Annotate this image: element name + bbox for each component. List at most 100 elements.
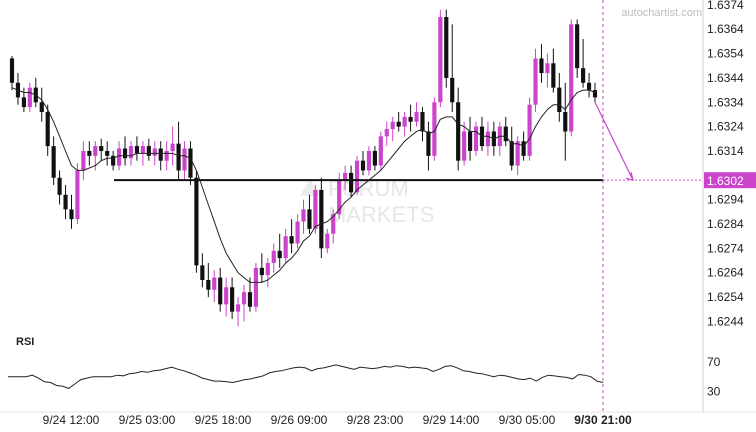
candle-body: [253, 267, 258, 307]
candle-body: [343, 172, 348, 181]
candle-body: [378, 136, 383, 166]
rsi-line: [8, 364, 604, 389]
price-tag-label: 1.6302: [707, 174, 744, 188]
candle-body: [134, 146, 140, 154]
candle-body: [307, 209, 312, 229]
candle-body: [551, 63, 556, 88]
candle-body: [27, 87, 32, 108]
candle-body: [182, 148, 187, 171]
x-tick-label: 9/25 18:00: [195, 413, 252, 427]
candle-body: [539, 58, 544, 74]
x-tick-label: 9/24 12:00: [43, 413, 100, 427]
x-tick-label: 9/28 23:00: [347, 413, 404, 427]
candle-body: [45, 112, 50, 147]
overlays-layer: [11, 0, 703, 412]
candle-body: [188, 148, 193, 178]
candles-layer: [9, 9, 598, 327]
candle-body: [563, 112, 568, 132]
candle-body: [51, 146, 56, 178]
candle-body: [586, 82, 592, 91]
candle-body: [277, 250, 282, 259]
y-tick-label: 1.6344: [707, 71, 744, 85]
candle-body: [235, 304, 241, 312]
candle-body: [337, 180, 342, 215]
candle-body: [325, 233, 330, 249]
y-tick-label: 1.6324: [707, 120, 744, 134]
candle-body: [545, 63, 550, 74]
candle-body: [247, 292, 253, 307]
candle-body: [212, 277, 217, 290]
candle-body: [557, 87, 562, 112]
candle-body: [509, 141, 514, 166]
watermark: autochartist.com: [621, 7, 702, 19]
rsi-layer: [8, 364, 604, 389]
candle-body: [527, 104, 532, 156]
forecast-arrow-head: [625, 172, 634, 182]
candle-body: [390, 121, 395, 130]
y-tick-label: 1.6274: [707, 241, 744, 255]
candle-body: [301, 209, 306, 222]
candle-body: [224, 287, 229, 305]
y-tick-label: 1.6374: [707, 0, 744, 12]
candle-body: [128, 146, 134, 159]
candle-body: [176, 143, 181, 171]
price-tag-bg: [704, 172, 756, 189]
candle-body: [271, 250, 276, 263]
candle-body: [105, 150, 110, 156]
x-tick-label: 9/26 09:00: [271, 413, 328, 427]
candle-body: [200, 265, 205, 280]
x-tick-label: 9/25 03:00: [119, 413, 176, 427]
axes-layer: 1.6244 1.6254 1.6264 1.6274 1.6284 1.6294 1.63…: [43, 0, 756, 427]
candle-body: [384, 129, 389, 137]
candle-body: [122, 148, 128, 159]
candle-body: [116, 148, 122, 166]
candle-body: [503, 126, 508, 142]
candle-body: [21, 97, 26, 108]
candle-body: [575, 24, 580, 69]
candle-body: [372, 150, 377, 166]
chart-frame: [0, 0, 756, 413]
candle-body: [259, 267, 264, 276]
candle-body: [444, 17, 449, 78]
candle-body: [230, 287, 235, 312]
candle-body: [319, 189, 324, 249]
y-tick-label: 1.6254: [707, 290, 744, 304]
candle-body: [87, 150, 92, 156]
candle-body: [152, 148, 157, 156]
rsi-tick-label: 70: [707, 355, 721, 369]
candle-body: [81, 150, 86, 171]
candle-body: [57, 177, 62, 195]
candle-body: [366, 150, 372, 171]
candle-body: [69, 209, 74, 220]
candle-body: [75, 170, 80, 220]
candle-body: [146, 146, 151, 156]
candle-body: [331, 214, 336, 234]
y-tick-label: 1.6264: [707, 266, 744, 280]
candle-body: [295, 221, 300, 244]
candle-body: [402, 116, 407, 127]
candle-body: [592, 90, 598, 98]
x-tick-label: 9/29 14:00: [423, 413, 480, 427]
candle-body: [456, 102, 461, 161]
x-tick-label: 9/30 21:00: [574, 413, 632, 427]
y-tick-label: 1.6334: [707, 95, 744, 109]
forecast-arrow-line: [594, 101, 634, 181]
candle-body: [63, 194, 68, 210]
candle-body: [581, 68, 586, 83]
candle-body: [99, 146, 104, 151]
candle-body: [533, 58, 538, 105]
candle-body: [354, 160, 360, 193]
candle-body: [420, 112, 425, 132]
moving-average-line: [11, 87, 596, 283]
candle-body: [93, 146, 98, 156]
y-tick-label: 1.6284: [707, 217, 744, 231]
candle-body: [241, 292, 247, 305]
candle-body: [360, 160, 366, 171]
candle-body: [283, 236, 288, 259]
candle-body: [438, 17, 443, 103]
candle-body: [170, 143, 175, 151]
candle-body: [408, 116, 413, 122]
y-tick-label: 1.6244: [707, 314, 744, 328]
